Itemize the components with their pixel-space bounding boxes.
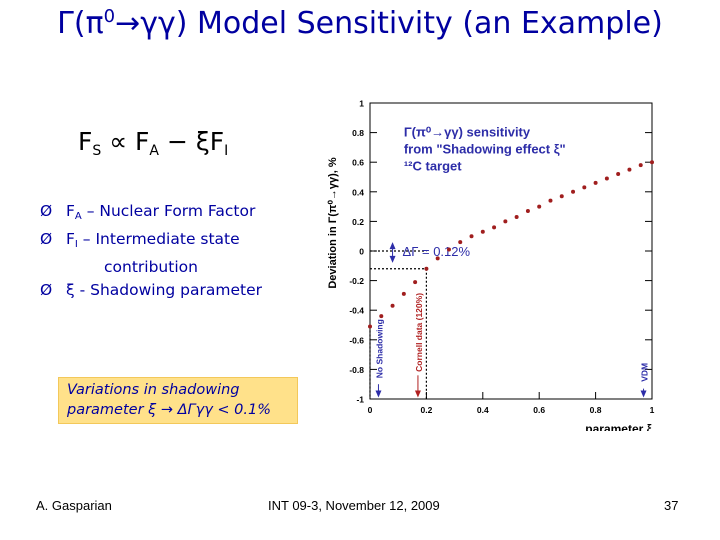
y-tick-label: 1 (359, 99, 364, 109)
data-point (537, 204, 542, 209)
data-point (525, 209, 530, 214)
bullet-item-continuation: contribution (104, 258, 198, 276)
data-point (548, 198, 553, 203)
cornell-arrow-head-icon (414, 390, 421, 398)
delta-arrow-up-head-icon (389, 242, 396, 250)
data-point (627, 167, 632, 172)
annotation-line: Γ(π⁰→γγ) sensitivity (404, 125, 531, 140)
y-tick-label: -1 (356, 395, 364, 405)
y-tick-label: -0.4 (349, 306, 364, 316)
bullet-arrow-icon: Ø (40, 230, 53, 248)
x-tick-label: 0.6 (533, 405, 545, 415)
no-shadowing-label: No Shadowing (374, 319, 384, 378)
data-point (604, 176, 609, 181)
y-axis-label: Deviation in Γ(π⁰→γγ), % (327, 157, 339, 289)
callout-line-1: Variations in shadowing (67, 382, 240, 398)
chart-svg: -1 -0.8 -0.6 -0.4 -0.2 0 0.2 0.4 0.6 0.8 1 0 0.2 0.4 0… (327, 99, 655, 437)
bullet-item: Ø FA – Nuclear Form Factor (40, 202, 256, 222)
x-tick-label: 0.4 (477, 405, 489, 415)
data-point (582, 185, 587, 190)
data-point (413, 280, 418, 285)
data-point (514, 214, 519, 219)
data-point (435, 256, 440, 261)
y-tick-label: 0.4 (352, 187, 364, 197)
formula: FS ∝ FA − ξFI (78, 127, 229, 159)
bullet-arrow-icon: Ø (40, 281, 53, 299)
data-point (650, 160, 654, 165)
callout-line-2: parameter ξ → ΔΓγγ < 0.1% (67, 402, 271, 418)
y-tick-label: -0.2 (349, 276, 364, 286)
data-point (390, 303, 395, 308)
y-tick-label: -0.8 (349, 365, 364, 375)
y-tick-label: -0.6 (349, 335, 364, 345)
x-tick-label: 0.2 (420, 405, 432, 415)
x-tick-label: 1 (650, 405, 655, 415)
bullet-arrow-icon: Ø (40, 202, 53, 220)
y-tick-label: 0.2 (352, 217, 364, 227)
data-point (593, 180, 598, 185)
x-axis-label: parameter ξ (585, 422, 652, 431)
data-point (616, 172, 621, 177)
footer-page-number: 37 (664, 498, 679, 513)
slide-title: Γ(π0→γγ) Model Sensitivity (an Example) (57, 6, 663, 41)
data-point (469, 234, 474, 239)
data-point (424, 266, 429, 271)
annotation-line: ¹²C target (404, 159, 462, 174)
y-tick-label: 0.6 (352, 158, 364, 168)
data-point (401, 291, 406, 296)
data-point (492, 225, 497, 230)
data-point (571, 189, 576, 194)
vdm-arrow-head-icon (640, 390, 647, 398)
data-point (559, 194, 564, 199)
data-point (480, 229, 485, 234)
footer-conference: INT 09-3, November 12, 2009 (268, 498, 440, 513)
no-shadowing-arrow-head-icon (375, 390, 382, 398)
delta-label: ΔΓ = 0.12% (403, 244, 471, 259)
data-point (503, 219, 508, 224)
y-tick-label: 0 (359, 247, 364, 257)
data-point (458, 240, 463, 245)
footer-author: A. Gasparian (36, 498, 112, 513)
y-tick-label: 0.8 (352, 128, 364, 138)
sensitivity-chart: -1 -0.8 -0.6 -0.4 -0.2 0 0.2 0.4 0.6 0.8 1 0 0.2 0.4 0… (322, 86, 662, 437)
x-tick-label: 0 (368, 405, 373, 415)
cornell-label: Cornell data (120%) (414, 293, 424, 372)
callout-box: Variations in shadowing parameter ξ → ΔΓ… (58, 377, 298, 424)
annotation-line: from "Shadowing effect ξ" (404, 142, 566, 157)
data-point (638, 163, 643, 168)
x-tick-label: 0.8 (590, 405, 602, 415)
data-point (446, 247, 451, 252)
bullet-list: Ø FA – Nuclear Form Factor Ø FI – Intermed… (40, 200, 262, 302)
data-point (379, 314, 384, 319)
delta-arrow-down-head-icon (389, 255, 396, 263)
data-point (368, 324, 372, 329)
vdm-label: VDM (640, 363, 650, 382)
bullet-item: Ø FI – Intermediate state (40, 230, 240, 250)
